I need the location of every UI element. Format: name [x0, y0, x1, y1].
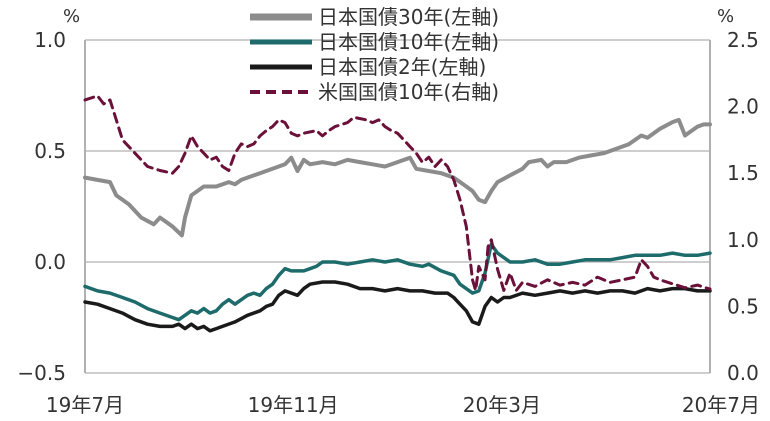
left-tick-label: 0.5: [34, 139, 66, 163]
right-tick-label: 1.5: [727, 161, 759, 185]
series-line-4: [83, 94, 712, 292]
legend-label: 日本国債10年(左軸): [318, 30, 499, 54]
series-line-1: [83, 117, 712, 238]
legend-label: 米国国債10年(右軸): [318, 80, 499, 104]
legend-label: 日本国債2年(左軸): [318, 55, 486, 79]
right-tick-label: 2.5: [727, 28, 759, 52]
legend: 日本国債30年(左軸)日本国債10年(左軸)日本国債2年(左軸)米国国債10年(…: [250, 5, 499, 104]
series-lines: [83, 94, 712, 333]
legend-label: 日本国債30年(左軸): [318, 5, 499, 29]
left-tick-label: 1.0: [34, 28, 66, 52]
x-tick-label: 19年11月: [248, 393, 339, 417]
right-tick-label: 2.0: [727, 95, 759, 119]
x-tick-label: 20年7月: [682, 393, 760, 417]
left-axis-ticks: 1.0 0.5 0.0 −0.5: [17, 28, 66, 385]
right-tick-label: 0.5: [727, 294, 759, 318]
x-tick-label: 20年3月: [463, 393, 541, 417]
left-tick-label: 0.0: [34, 250, 66, 274]
left-tick-label: −0.5: [17, 361, 66, 385]
series-line-3: [83, 280, 712, 333]
x-tick-label: 19年7月: [46, 393, 124, 417]
left-axis-unit: %: [63, 6, 80, 27]
x-axis-ticks: 19年7月 19年11月 20年3月 20年7月: [46, 393, 760, 417]
right-axis-ticks: 2.5 2.0 1.5 1.0 0.5 0.0: [727, 28, 759, 385]
right-tick-label: 0.0: [727, 361, 759, 385]
series-line-2: [83, 242, 712, 322]
right-axis-unit: %: [717, 6, 734, 27]
right-tick-label: 1.0: [727, 228, 759, 252]
